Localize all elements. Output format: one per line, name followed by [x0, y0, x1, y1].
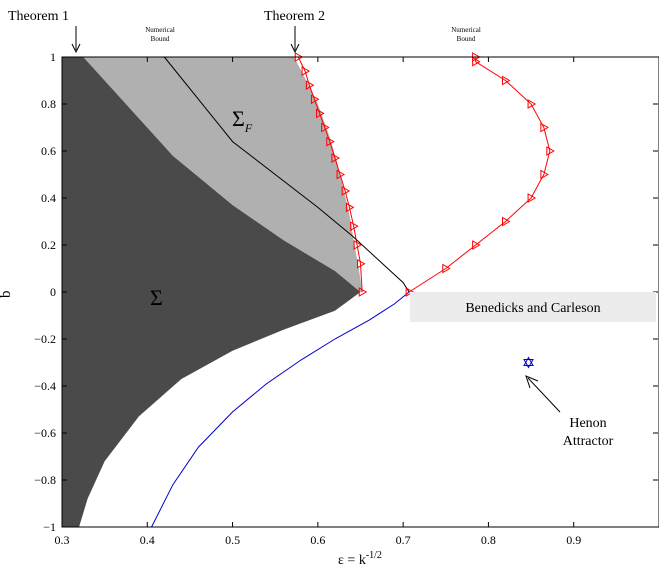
series-1-line [408, 57, 551, 293]
sigma-f-region-label: ΣF [232, 106, 253, 135]
series-1-point [501, 75, 511, 86]
theorem-2-arrow [290, 26, 300, 54]
x-tick-label: 0.4 [140, 533, 155, 547]
series-0-point [301, 66, 311, 76]
theorem-1-arrow-head [71, 43, 81, 54]
benedicks-carleson-box [410, 292, 656, 322]
numerical-bound-1-label-2: Bound [151, 35, 170, 43]
y-tick-label: −0.8 [34, 473, 56, 487]
attractor-label: Attractor [563, 434, 614, 449]
star-triangle-up [523, 356, 534, 366]
y-tick-label: −0.4 [34, 379, 56, 393]
theorem-1-arrow [71, 26, 81, 54]
theorem-2-label: Theorem 2 [264, 9, 325, 24]
y-tick-label: −0.2 [34, 332, 56, 346]
benedicks-carleson-label: Benedicks and Carleson [465, 301, 600, 316]
y-axis-label: b [0, 291, 14, 299]
numerical-bound-1-label: Numerical [145, 26, 175, 34]
x-tick-label: 0.9 [566, 533, 581, 547]
series-0-point [321, 122, 330, 133]
series-0-point [336, 169, 346, 180]
henon-arrow [525, 375, 561, 413]
henon-arrow-head [525, 375, 539, 389]
henon-label: Henon [569, 416, 606, 431]
series-1-point [546, 146, 555, 156]
series-0-point [331, 153, 340, 163]
star-triangle-down [523, 359, 534, 369]
series-1-point [405, 287, 415, 297]
y-tick-label: 0.8 [41, 97, 56, 111]
series-0-point [310, 94, 320, 105]
y-tick-label: 0.2 [41, 238, 56, 252]
theorem-1-label: Theorem 1 [8, 9, 69, 24]
series-0-point [353, 240, 363, 250]
curves-layer [151, 56, 551, 528]
sigma-f-subscript: F [244, 121, 253, 135]
series-0-point [305, 80, 315, 91]
x-tick-label: 0.3 [55, 533, 70, 547]
theorem-2-arrow-head [290, 43, 300, 54]
series-0-point [358, 287, 368, 297]
series-0-point [345, 202, 355, 213]
x-axis-label-main: ε = k [338, 553, 366, 567]
y-tick-label: 0.4 [41, 191, 56, 205]
regions-layer [62, 57, 363, 527]
series-1-point [540, 122, 549, 133]
region-sigma-f [83, 57, 363, 292]
series-2-line [163, 56, 410, 293]
series-3-line [151, 291, 410, 528]
sigma-region-label: Σ [150, 285, 163, 310]
x-axis-label: ε = k-1/2 [338, 550, 382, 567]
series-1-point [472, 240, 481, 250]
x-tick-label: 0.6 [310, 533, 325, 547]
numerical-bound-2-label: Numerical [451, 26, 481, 34]
y-tick-label: 1 [50, 50, 56, 64]
henon-arrow-shaft [527, 377, 561, 413]
y-tick-label: −0.6 [34, 426, 56, 440]
series-0-point [326, 136, 335, 147]
x-axis-label-exponent: -1/2 [366, 550, 382, 561]
markers-layer [294, 52, 555, 297]
y-ticks: 1 0.8 0.6 0.4 0.2 0 −0.2 −0.4 −0.6 −0.8 −1 [34, 50, 658, 534]
series-1-point [527, 193, 537, 203]
numerical-bound-2-label-2: Bound [457, 35, 476, 43]
series-1-point [442, 263, 451, 274]
series-1-point [472, 56, 481, 67]
series-0-point [316, 108, 325, 119]
series-0-point [341, 186, 351, 196]
series-1-point [501, 216, 511, 227]
region-sigma [62, 57, 361, 527]
x-tick-label: 0.8 [481, 533, 496, 547]
x-tick-label: 0.5 [225, 533, 240, 547]
series-1-point [540, 169, 549, 180]
y-tick-label: 0.6 [41, 144, 56, 158]
x-ticks: 0.3 0.4 0.5 0.6 0.7 0.8 0.9 [55, 57, 581, 547]
y-tick-label: −1 [43, 520, 56, 534]
y-tick-label: 0 [50, 285, 56, 299]
sigma-f-main: Σ [232, 106, 245, 131]
series-1-point [527, 99, 537, 109]
series-0-point [357, 258, 366, 269]
henon-attractor-star-icon [523, 356, 534, 369]
x-tick-label: 0.7 [396, 533, 411, 547]
series-0-point [350, 221, 359, 232]
